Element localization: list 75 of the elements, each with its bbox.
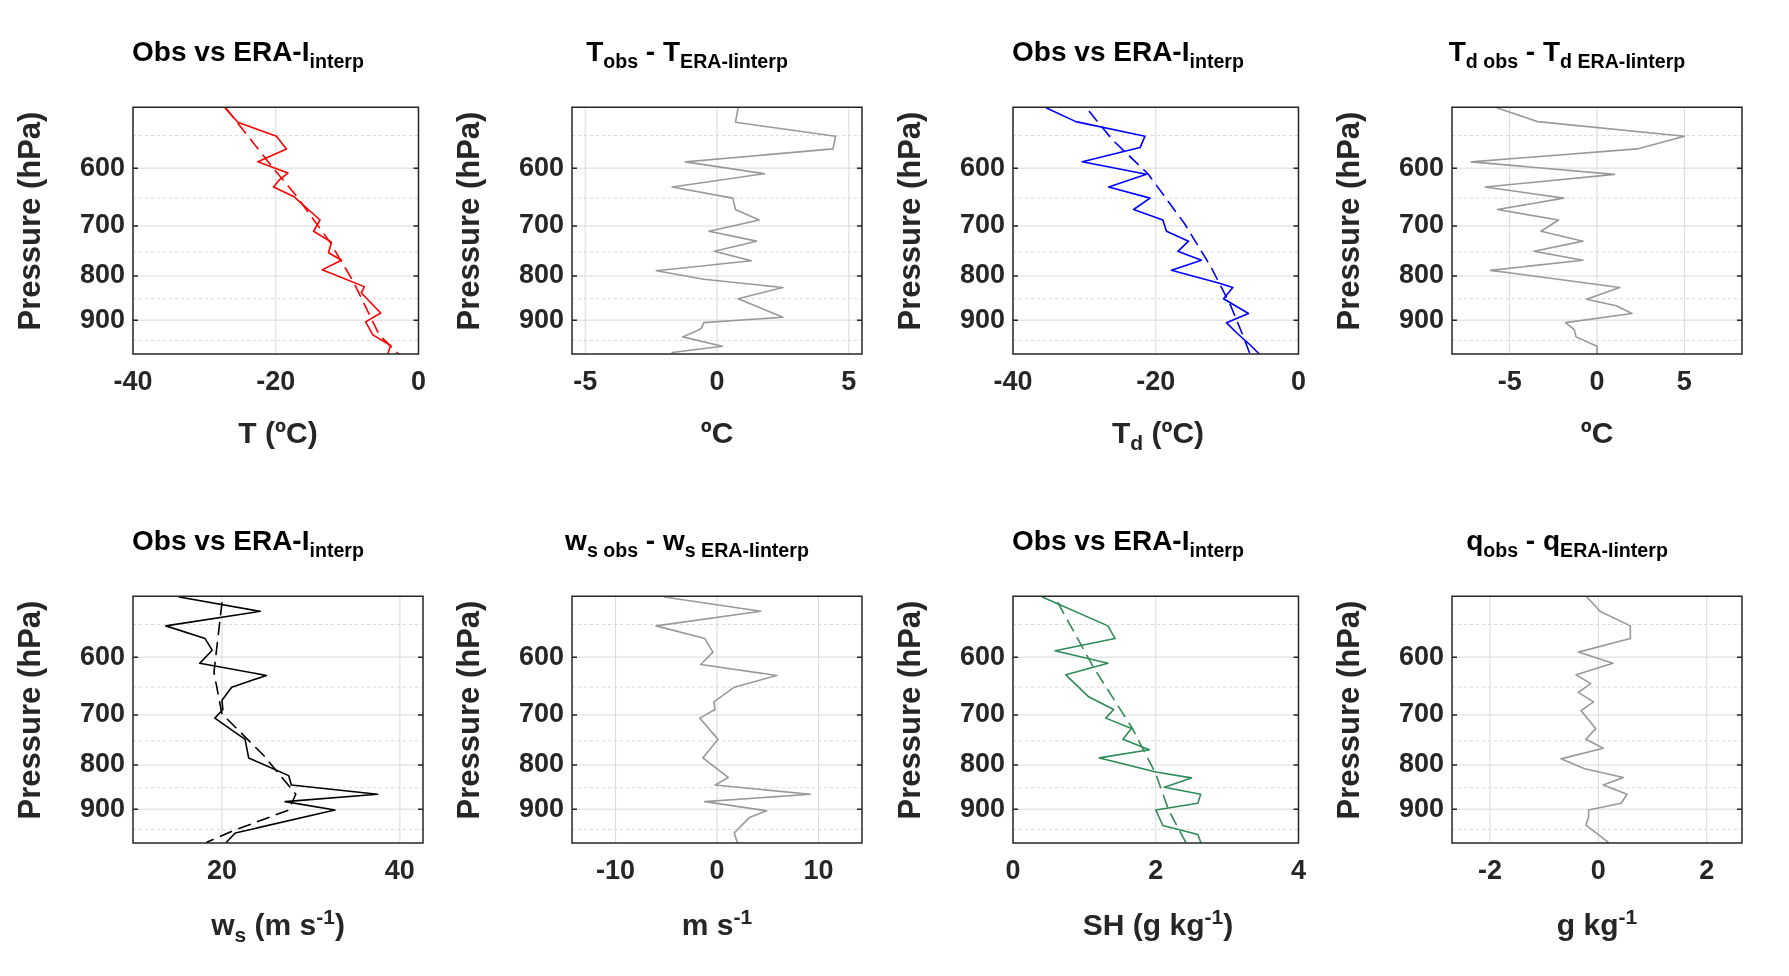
x-tick-label: -5 bbox=[1497, 365, 1522, 396]
y-tick-label: 700 bbox=[79, 698, 125, 729]
y-tick-label: 600 bbox=[959, 151, 1005, 182]
x-tick-label: 0 bbox=[410, 365, 427, 396]
x-tick-label: 0 bbox=[1590, 854, 1606, 885]
y-tick-label: 900 bbox=[518, 303, 564, 334]
x-tick-label: -10 bbox=[596, 854, 636, 885]
y-tick-label: 600 bbox=[79, 640, 125, 671]
y-tick-label: 900 bbox=[1398, 792, 1444, 823]
y-axis-title: Pressure (hPa) bbox=[1331, 111, 1367, 331]
x-axis-title: ºC bbox=[699, 416, 735, 450]
y-tick-label: 600 bbox=[518, 151, 564, 182]
y-tick-label: 800 bbox=[518, 748, 564, 779]
x-tick-label: 0 bbox=[709, 854, 725, 885]
x-axis-title: SH (g kg$^{-1}$) bbox=[1081, 905, 1235, 942]
y-tick-label: 800 bbox=[79, 748, 125, 779]
y-tick-label: 700 bbox=[959, 698, 1005, 729]
x-tick-label: -5 bbox=[573, 365, 598, 396]
x-tick-label: 40 bbox=[384, 854, 415, 885]
y-tick-label: 600 bbox=[79, 151, 125, 182]
y-tick-label: 900 bbox=[518, 792, 564, 823]
x-tick-label: -40 bbox=[993, 365, 1033, 396]
x-tick-label: 5 bbox=[841, 365, 857, 396]
y-tick-label: 600 bbox=[959, 640, 1005, 671]
y-axis-title: Pressure (hPa) bbox=[451, 600, 487, 820]
y-tick-label: 800 bbox=[79, 259, 125, 290]
x-axis-title: w$_{s}$ (m s$^{-1}$) bbox=[210, 905, 346, 947]
y-tick-label: 800 bbox=[1398, 748, 1444, 779]
x-tick-label: 0 bbox=[1589, 365, 1605, 396]
y-tick-label: 700 bbox=[959, 209, 1005, 240]
y-tick-label: 700 bbox=[1398, 698, 1444, 729]
x-tick-label: 0 bbox=[1290, 365, 1307, 396]
x-tick-label: -2 bbox=[1477, 854, 1502, 885]
y-axis-title: Pressure (hPa) bbox=[1331, 600, 1367, 820]
x-axis-title: ºC bbox=[1579, 416, 1615, 450]
y-tick-label: 600 bbox=[1398, 151, 1444, 182]
y-tick-label: 800 bbox=[959, 748, 1005, 779]
x-tick-label: 0 bbox=[709, 365, 725, 396]
chart-title: Obs vs ERA-I$_{interp}$ bbox=[1011, 36, 1245, 73]
y-tick-label: 700 bbox=[79, 209, 125, 240]
x-axis-title: T (ºC) bbox=[237, 416, 319, 450]
chart-title: Obs vs ERA-I$_{interp}$ bbox=[131, 525, 365, 562]
y-tick-label: 900 bbox=[959, 303, 1005, 334]
y-axis-title: Pressure (hPa) bbox=[12, 600, 48, 820]
y-tick-label: 700 bbox=[518, 209, 564, 240]
y-tick-label: 900 bbox=[1398, 303, 1444, 334]
x-tick-label: 5 bbox=[1676, 365, 1692, 396]
y-axis-title: Pressure (hPa) bbox=[451, 111, 487, 331]
x-axis-title: T$_{d}$ (ºC) bbox=[1110, 416, 1206, 455]
y-tick-label: 900 bbox=[79, 792, 125, 823]
y-tick-label: 800 bbox=[959, 259, 1005, 290]
y-tick-label: 700 bbox=[1398, 209, 1444, 240]
x-tick-label: -20 bbox=[1136, 365, 1176, 396]
x-tick-label: 2 bbox=[1148, 854, 1164, 885]
y-tick-label: 600 bbox=[1398, 640, 1444, 671]
x-tick-label: 0 bbox=[1005, 854, 1021, 885]
x-tick-label: 2 bbox=[1699, 854, 1715, 885]
y-tick-label: 900 bbox=[959, 792, 1005, 823]
y-axis-title: Pressure (hPa) bbox=[12, 111, 48, 331]
y-tick-label: 700 bbox=[518, 698, 564, 729]
x-tick-label: 20 bbox=[206, 854, 237, 885]
chart-title: Obs vs ERA-I$_{interp}$ bbox=[1011, 525, 1245, 562]
x-tick-label: 10 bbox=[803, 854, 834, 885]
x-axis-title: g kg$^{-1}$ bbox=[1555, 905, 1639, 942]
x-axis-title: m s$^{-1}$ bbox=[680, 905, 754, 942]
chart-title: Obs vs ERA-I$_{interp}$ bbox=[131, 36, 365, 73]
x-tick-label: -40 bbox=[113, 365, 153, 396]
y-axis-title: Pressure (hPa) bbox=[892, 600, 928, 820]
y-tick-label: 600 bbox=[518, 640, 564, 671]
y-tick-label: 900 bbox=[79, 303, 125, 334]
y-tick-label: 800 bbox=[518, 259, 564, 290]
y-tick-label: 800 bbox=[1398, 259, 1444, 290]
x-tick-label: -20 bbox=[256, 365, 296, 396]
x-tick-label: 4 bbox=[1290, 854, 1307, 885]
y-axis-title: Pressure (hPa) bbox=[892, 111, 928, 331]
